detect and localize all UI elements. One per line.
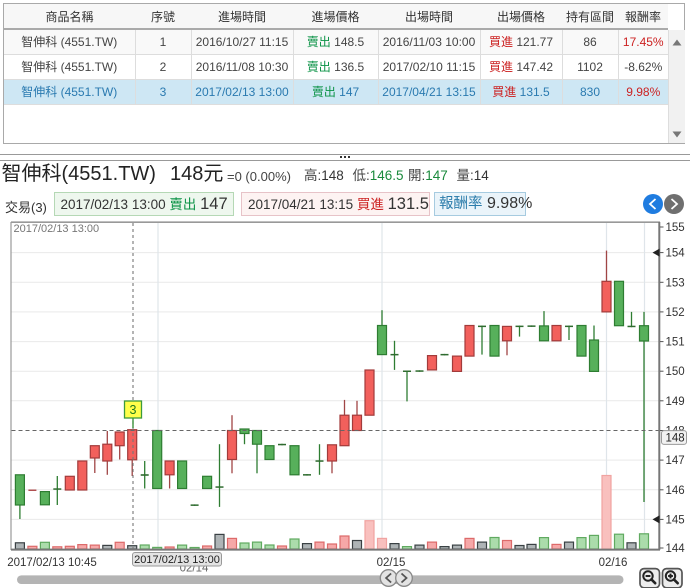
svg-text:02/16: 02/16	[599, 557, 628, 569]
svg-text:146: 146	[666, 485, 685, 497]
svg-text:147: 147	[666, 455, 685, 467]
svg-text:02/15: 02/15	[377, 557, 406, 569]
svg-text:145: 145	[666, 514, 685, 526]
svg-text:151: 151	[666, 337, 685, 349]
svg-text:150: 150	[666, 366, 685, 378]
svg-text:149: 149	[666, 396, 685, 408]
svg-text:2017/02/13 13:00: 2017/02/13 13:00	[14, 223, 100, 235]
svg-text:154: 154	[666, 248, 686, 260]
svg-text:2017/02/13 13:00: 2017/02/13 13:00	[134, 554, 220, 566]
svg-text:2017/02/13 10:45: 2017/02/13 10:45	[7, 557, 97, 569]
svg-text:155: 155	[666, 222, 685, 234]
svg-text:153: 153	[666, 277, 685, 289]
svg-text:3: 3	[130, 403, 137, 417]
svg-text:148: 148	[666, 433, 685, 445]
svg-text:144: 144	[666, 543, 686, 555]
svg-text:152: 152	[666, 307, 685, 319]
